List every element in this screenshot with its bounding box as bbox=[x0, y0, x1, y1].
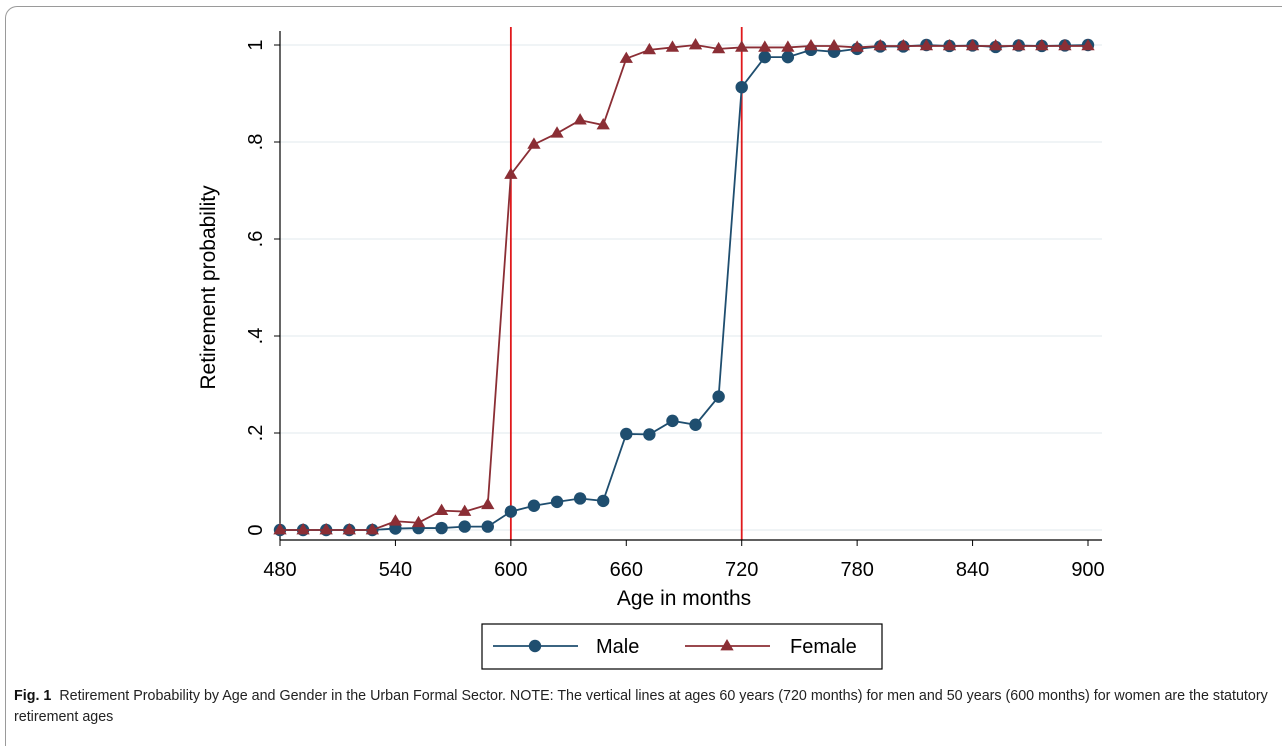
female-point bbox=[850, 40, 864, 52]
female-point bbox=[1058, 38, 1072, 51]
female-point bbox=[896, 38, 910, 51]
male-point bbox=[573, 492, 587, 505]
male-point bbox=[689, 418, 702, 431]
female-point bbox=[642, 42, 657, 55]
male-point bbox=[550, 495, 564, 509]
female-point bbox=[827, 38, 841, 51]
axes: 0 .2 .4 .6 .8 1 480 540 600 660 720 780 840 900 bbox=[245, 31, 1105, 581]
female-point bbox=[319, 523, 333, 535]
x-tick-label: 840 bbox=[956, 559, 989, 581]
female-point bbox=[365, 523, 379, 535]
female-point bbox=[804, 38, 818, 51]
female-point bbox=[527, 137, 541, 149]
male-point bbox=[781, 50, 795, 64]
y-tick-label: .6 bbox=[245, 231, 267, 248]
male-point bbox=[435, 521, 448, 535]
x-tick-label: 540 bbox=[379, 559, 412, 581]
x-tick-label: 600 bbox=[494, 559, 527, 581]
female-point bbox=[942, 38, 957, 51]
female-point bbox=[688, 38, 703, 50]
male-point bbox=[504, 505, 518, 518]
male-point bbox=[643, 428, 656, 441]
female-point bbox=[735, 40, 749, 52]
female-point bbox=[711, 41, 726, 54]
female-point bbox=[1081, 38, 1095, 51]
reference-lines bbox=[509, 27, 743, 540]
x-axis-title: Age in months bbox=[617, 587, 751, 610]
x-tick-label: 780 bbox=[840, 559, 873, 581]
legend-male-marker bbox=[528, 639, 542, 653]
series bbox=[273, 38, 1095, 537]
male-point bbox=[527, 499, 541, 512]
female-point bbox=[965, 38, 980, 51]
female-point bbox=[665, 40, 680, 52]
male-point bbox=[458, 520, 471, 533]
legend: Male Female bbox=[481, 623, 883, 670]
female-point bbox=[388, 514, 403, 526]
figure-frame bbox=[5, 6, 1282, 746]
legend-female-marker bbox=[720, 639, 734, 651]
female-point bbox=[504, 167, 518, 179]
female-point bbox=[619, 51, 633, 63]
female-point bbox=[573, 113, 587, 125]
female-point bbox=[296, 523, 310, 535]
grid-lines bbox=[280, 44, 1102, 531]
figure-caption: Fig. 1 Retirement Probability by Age and … bbox=[14, 686, 1269, 728]
x-tick-label: 720 bbox=[725, 559, 758, 581]
chart: 0 .2 .4 .6 .8 1 480 540 600 660 720 780 840 900 Age i… bbox=[197, 27, 1105, 670]
female-point bbox=[596, 118, 610, 130]
male-line bbox=[280, 44, 1089, 531]
figure-label: Fig. 1 bbox=[14, 688, 52, 704]
female-point bbox=[273, 523, 287, 535]
y-tick-label: .4 bbox=[245, 328, 267, 345]
female-point bbox=[989, 38, 1003, 51]
female-point bbox=[873, 38, 887, 51]
female-point bbox=[781, 40, 795, 52]
female-point bbox=[1035, 38, 1049, 51]
female-line bbox=[280, 44, 1088, 531]
x-tick-label: 660 bbox=[610, 559, 643, 581]
female-point bbox=[481, 497, 495, 510]
y-tick-label: .2 bbox=[245, 425, 267, 442]
legend-male-label: Male bbox=[596, 636, 639, 658]
x-tick-label: 480 bbox=[263, 559, 296, 581]
female-point bbox=[411, 515, 426, 528]
male-point bbox=[666, 414, 679, 428]
x-tick-label: 900 bbox=[1071, 559, 1104, 581]
y-tick-label: 0 bbox=[245, 524, 267, 535]
male-point bbox=[758, 50, 771, 64]
y-tick-label: .8 bbox=[245, 134, 267, 151]
male-point bbox=[712, 390, 725, 403]
y-tick-label: 1 bbox=[245, 39, 267, 50]
female-point bbox=[1012, 38, 1026, 51]
female-point bbox=[550, 126, 564, 138]
male-point bbox=[481, 520, 494, 533]
female-point bbox=[434, 503, 449, 515]
y-axis-title: Retirement probability bbox=[197, 185, 220, 390]
female-point bbox=[919, 38, 934, 51]
female-point bbox=[458, 504, 472, 516]
male-point bbox=[735, 80, 748, 94]
female-point bbox=[342, 523, 356, 535]
female-point bbox=[758, 40, 772, 52]
male-point bbox=[620, 427, 633, 441]
legend-female-label: Female bbox=[790, 636, 857, 658]
caption-text: Retirement Probability by Age and Gender… bbox=[14, 688, 1268, 725]
male-point bbox=[597, 494, 610, 508]
